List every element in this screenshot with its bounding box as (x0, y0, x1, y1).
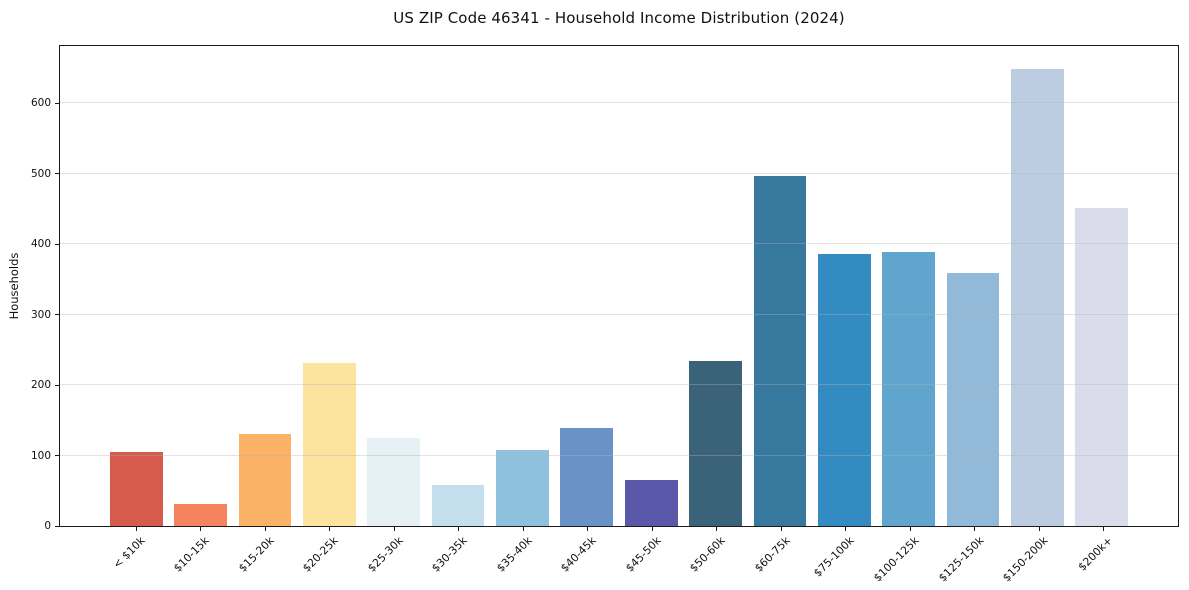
x-tick-mark (909, 526, 911, 531)
x-tick-label-1: < $10k (110, 534, 148, 572)
x-tick-mark (264, 526, 266, 531)
bar-slot-2 (168, 46, 232, 526)
x-tick-mark (845, 526, 847, 531)
x-tick-label-8: $40-45k (558, 534, 599, 575)
x-tick-mark (587, 526, 589, 531)
x-tick-mark (522, 526, 524, 531)
x-tick-mark (393, 526, 395, 531)
bar-10k (109, 452, 163, 526)
y-tick-label-400: 400 (30, 238, 51, 251)
x-tick-mark (458, 526, 460, 531)
bar-35-40k (496, 449, 549, 526)
y-tick-label-100: 100 (30, 449, 51, 462)
bar-200k (1075, 208, 1129, 526)
y-tick-label-500: 500 (30, 167, 51, 180)
x-tick-mark (651, 526, 653, 531)
y-tick-label-200: 200 (30, 379, 51, 392)
y-tick-mark (55, 455, 60, 457)
bar-slot-11 (748, 46, 812, 526)
bar-20-25k (302, 363, 356, 526)
bar-150-200k (1011, 69, 1064, 526)
x-tick-label-14: $125-150k (935, 534, 986, 585)
x-tick-mark (1103, 526, 1105, 531)
chart-title: US ZIP Code 46341 - Household Income Dis… (393, 9, 845, 27)
y-tick-mark (55, 525, 60, 527)
bar-10-15k (174, 504, 227, 526)
bar-slot-10 (683, 46, 747, 526)
bar-slot-13 (877, 46, 941, 526)
bar-30-35k (431, 485, 485, 526)
x-tick-mark (716, 526, 718, 531)
bar-slot-6 (426, 46, 490, 526)
y-tick-label-300: 300 (30, 308, 51, 321)
bar-slot-15 (1005, 46, 1069, 526)
bar-100-125k (882, 251, 936, 526)
x-tick-label-12: $75-100k (811, 534, 857, 580)
bars-container (60, 46, 1178, 526)
x-tick-label-10: $50-60k (687, 534, 728, 575)
x-tick-mark (329, 526, 331, 531)
bar-slot-12 (812, 46, 876, 526)
bar-75-100k (817, 253, 871, 526)
bar-50-60k (689, 361, 742, 526)
y-tick-mark (55, 384, 60, 386)
bar-slot-9 (619, 46, 683, 526)
x-tick-label-15: $150-200k (1000, 534, 1051, 585)
bar-45-50k (624, 480, 678, 526)
bar-slot-14 (941, 46, 1005, 526)
x-tick-label-2: $10-15k (171, 534, 212, 575)
plot-area: 0 100 200 300 400 500 600 < $10k $10-15k $15-20k $… (31, 45, 1179, 584)
bar-60-75k (753, 175, 807, 526)
x-tick-label-7: $35-40k (493, 534, 535, 575)
x-tick-mark (1038, 526, 1040, 531)
bar-slot-16 (1070, 46, 1134, 526)
x-tick-label-3: $15-20k (235, 534, 277, 575)
x-tick-mark (200, 526, 202, 531)
x-tick-mark (974, 526, 976, 531)
bar-15-20k (238, 434, 292, 526)
bar-slot-1 (104, 46, 168, 526)
x-tick-label-4: $20-25k (300, 534, 341, 575)
y-tick-mark (55, 314, 60, 316)
x-tick-mark (780, 526, 782, 531)
x-tick-label-5: $25-30k (364, 534, 406, 575)
x-tick-label-16: $200k+ (1075, 534, 1115, 574)
x-tick-label-13: $100-125k (871, 534, 922, 585)
y-tick-label-0: 0 (44, 520, 51, 532)
y-tick-mark (55, 173, 60, 175)
bar-slot-7 (490, 46, 554, 526)
bar-slot-3 (233, 46, 297, 526)
y-axis-label: Households (7, 252, 21, 320)
bar-125-150k (946, 272, 1000, 526)
bar-25-30k (367, 437, 421, 526)
x-tick-label-6: $30-35k (429, 534, 470, 575)
y-tick-mark (55, 243, 60, 245)
y-tick-mark (55, 102, 60, 104)
bar-slot-5 (362, 46, 426, 526)
x-tick-label-9: $45-50k (622, 534, 664, 575)
bar-slot-4 (297, 46, 361, 526)
y-tick-label-600: 600 (30, 97, 51, 110)
bar-slot-8 (555, 46, 619, 526)
x-tick-label-11: $60-75k (751, 534, 793, 575)
x-tick-mark (135, 526, 137, 531)
bar-40-45k (560, 428, 614, 526)
